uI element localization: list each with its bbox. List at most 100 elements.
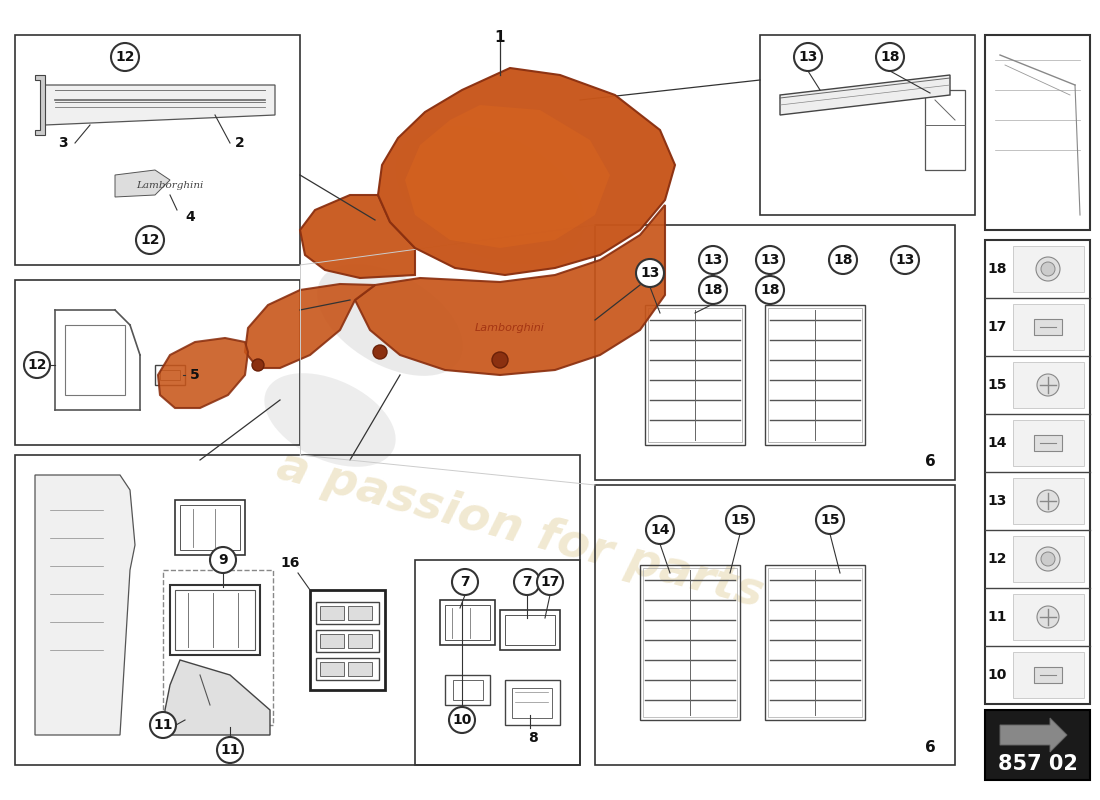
Text: 15: 15 [730, 513, 750, 527]
Bar [595, 485, 955, 765]
Bar [1013, 652, 1084, 698]
Bar [446, 675, 490, 705]
Text: 16: 16 [280, 556, 299, 570]
Text: 7: 7 [522, 575, 531, 589]
Text: 12: 12 [116, 50, 134, 64]
Polygon shape [116, 170, 170, 197]
Text: 5: 5 [190, 368, 200, 382]
Bar [1013, 362, 1084, 408]
Bar [310, 590, 385, 690]
Circle shape [1041, 552, 1055, 566]
Bar [760, 35, 975, 215]
Text: 18: 18 [834, 253, 852, 267]
Circle shape [136, 226, 164, 254]
Bar [984, 35, 1090, 230]
Text: 7: 7 [460, 575, 470, 589]
Circle shape [373, 345, 387, 359]
Text: 6: 6 [925, 454, 935, 470]
Bar [1034, 667, 1062, 683]
Circle shape [876, 43, 904, 71]
Ellipse shape [317, 264, 463, 376]
Bar [512, 688, 552, 718]
Polygon shape [45, 85, 275, 125]
Text: Lamborghini: Lamborghini [475, 323, 544, 333]
Bar [15, 35, 300, 265]
Bar [640, 565, 740, 720]
Circle shape [111, 43, 139, 71]
Bar [175, 590, 255, 650]
Polygon shape [378, 68, 675, 275]
Text: 3: 3 [58, 136, 68, 150]
Bar [415, 560, 580, 765]
Text: 17: 17 [988, 320, 1007, 334]
Bar [1013, 478, 1084, 524]
Text: 6: 6 [925, 739, 935, 754]
Text: 15: 15 [988, 378, 1007, 392]
Circle shape [756, 276, 784, 304]
Circle shape [636, 259, 664, 287]
Bar [320, 606, 344, 620]
Text: 11: 11 [988, 610, 1007, 624]
Bar [984, 240, 1090, 704]
Bar [65, 325, 125, 395]
Text: 18: 18 [988, 262, 1007, 276]
Bar [1013, 246, 1084, 292]
Text: 13: 13 [760, 253, 780, 267]
Circle shape [698, 276, 727, 304]
Bar [1013, 420, 1084, 466]
Bar [316, 658, 380, 680]
Bar [170, 585, 260, 655]
Text: 13: 13 [703, 253, 723, 267]
Circle shape [24, 352, 50, 378]
Circle shape [891, 246, 918, 274]
Text: Lamborghini: Lamborghini [136, 181, 204, 190]
Bar [1034, 319, 1062, 335]
Polygon shape [355, 205, 666, 375]
Polygon shape [780, 75, 950, 115]
Polygon shape [405, 105, 611, 248]
Text: 2: 2 [235, 136, 245, 150]
Bar [446, 605, 490, 640]
Circle shape [1036, 547, 1060, 571]
Bar [15, 280, 300, 445]
Text: 13: 13 [799, 50, 817, 64]
Text: 11: 11 [153, 718, 173, 732]
Circle shape [252, 359, 264, 371]
Polygon shape [158, 338, 248, 408]
Circle shape [150, 712, 176, 738]
Bar [1013, 594, 1084, 640]
Ellipse shape [264, 374, 396, 466]
Bar [500, 610, 560, 650]
Text: 13: 13 [988, 494, 1007, 508]
Circle shape [1037, 606, 1059, 628]
Bar [768, 308, 862, 442]
Circle shape [514, 569, 540, 595]
Bar [45, 495, 110, 685]
Polygon shape [35, 75, 45, 135]
Bar [595, 225, 955, 480]
Bar [155, 365, 185, 385]
Text: 8: 8 [528, 731, 538, 745]
Circle shape [537, 569, 563, 595]
Bar [984, 710, 1090, 780]
Text: 12: 12 [988, 552, 1007, 566]
Circle shape [449, 707, 475, 733]
Circle shape [492, 352, 508, 368]
Circle shape [452, 569, 478, 595]
Bar [180, 505, 240, 550]
Circle shape [794, 43, 822, 71]
Text: 14: 14 [988, 436, 1007, 450]
Polygon shape [35, 475, 135, 735]
Bar [1034, 435, 1062, 451]
Bar [925, 90, 965, 170]
Circle shape [646, 516, 674, 544]
Bar [320, 662, 344, 676]
Bar [316, 602, 380, 624]
Text: 12: 12 [141, 233, 160, 247]
Circle shape [698, 246, 727, 274]
Bar [644, 568, 737, 717]
Bar [453, 680, 483, 700]
Polygon shape [245, 284, 375, 368]
Text: a passion for parts: a passion for parts [272, 443, 768, 617]
Bar [764, 305, 865, 445]
